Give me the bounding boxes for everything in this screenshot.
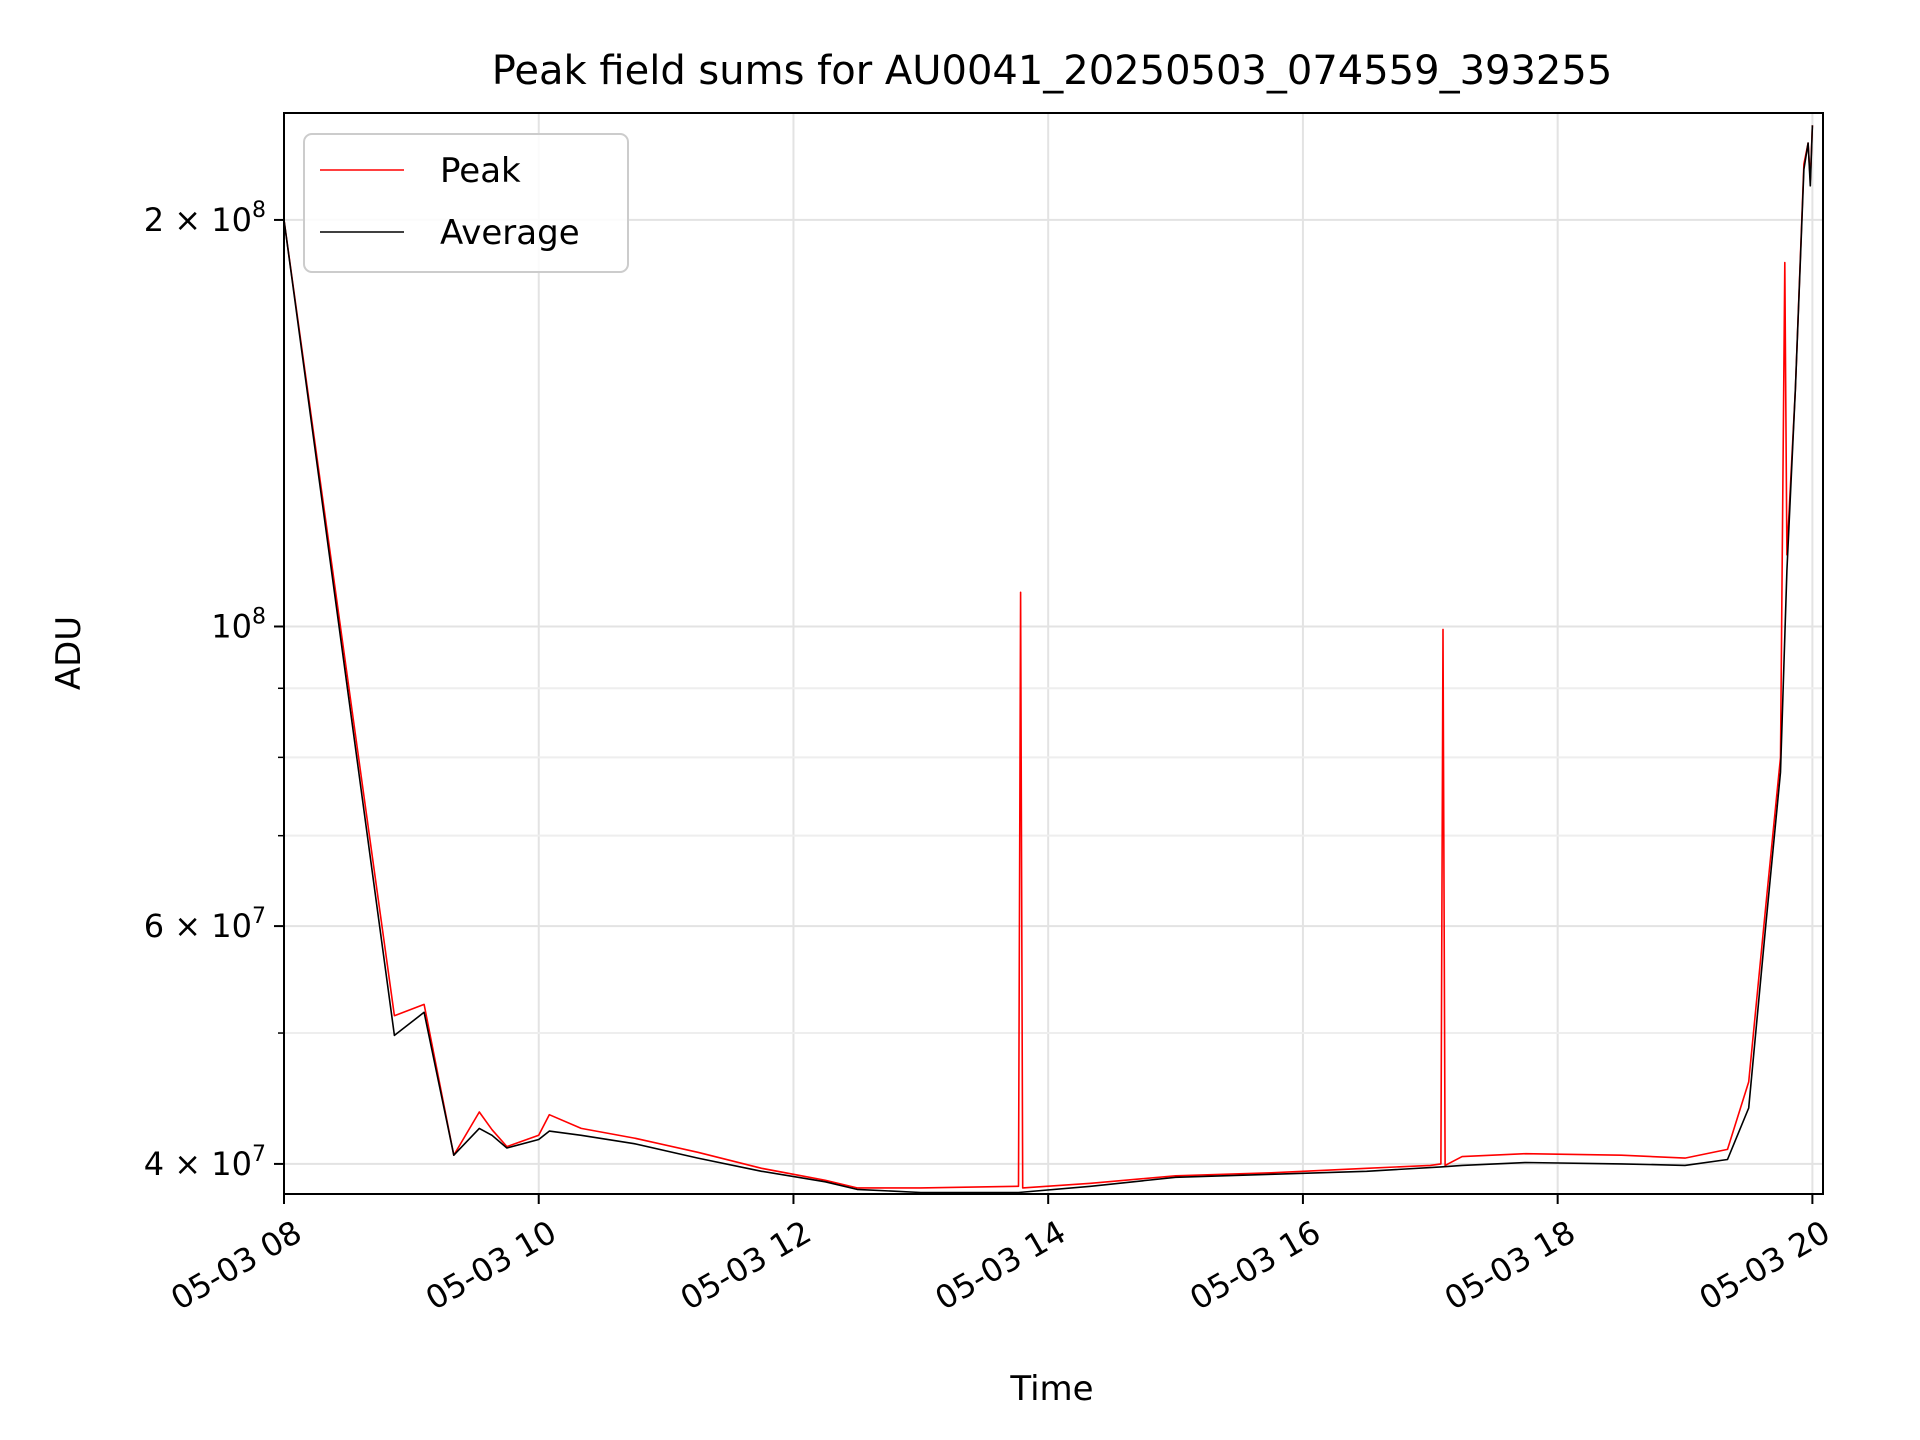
legend-label-average: Average: [440, 213, 580, 253]
grid: [283, 113, 1823, 1194]
series-line-average: [283, 125, 1814, 1194]
legend-box: [303, 133, 629, 273]
x-axis-label: Time: [1009, 1369, 1093, 1409]
series-group: [283, 125, 1814, 1194]
y-tick-label: 2 × 108: [144, 198, 266, 239]
y-tick-label: 6 × 107: [144, 904, 266, 945]
chart-title: Peak field sums for AU0041_20250503_0745…: [492, 48, 1613, 94]
y-tick-label: 4 × 107: [144, 1142, 266, 1183]
legend-label-peak: Peak: [440, 151, 521, 191]
legend: Peak Average: [303, 133, 629, 273]
plot-frame: [283, 112, 1824, 1195]
y-axis-label: ADU: [49, 616, 89, 690]
series-line-peak: [283, 125, 1814, 1189]
